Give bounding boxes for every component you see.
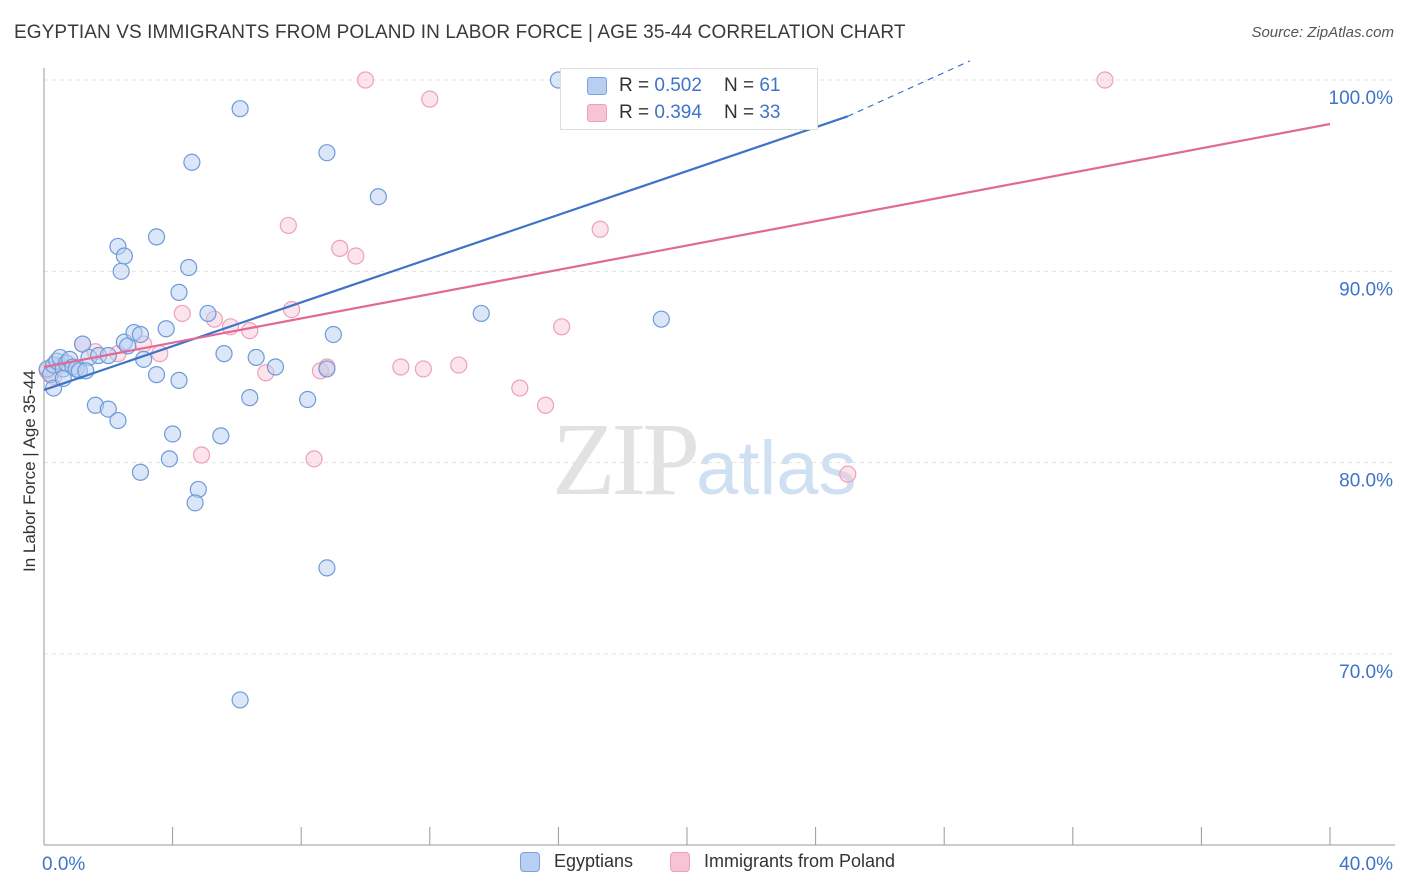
point-egyptians xyxy=(99,400,117,418)
point-poland xyxy=(173,304,191,323)
point-egyptians xyxy=(170,283,188,301)
point-egyptians xyxy=(318,559,336,577)
legend-n-value: 61 xyxy=(759,75,781,96)
point-poland xyxy=(347,247,365,265)
y-tick-label: 80.0% xyxy=(1339,471,1393,492)
y-axis-label-wrap: In Labor Force | Age 35-44 xyxy=(20,370,40,582)
point-egyptians xyxy=(241,389,259,407)
point-egyptians xyxy=(215,345,233,363)
x-tick-label-max: 40.0% xyxy=(1339,854,1393,875)
source-label: Source: ZipAtlas.com xyxy=(1251,24,1394,41)
chart-title: EGYPTIAN VS IMMIGRANTS FROM POLAND IN LA… xyxy=(14,22,906,43)
point-egyptians xyxy=(324,325,342,344)
point-egyptians xyxy=(157,320,175,338)
trend-poland xyxy=(43,122,1331,369)
tick-labels: 100.0% 90.0% 80.0% 70.0% 0.0% 40.0% xyxy=(42,88,1393,875)
legend: R = 0.502 N = 61 R = 0.394 N = 33 xyxy=(560,68,818,130)
watermark-atlas: atlas xyxy=(696,426,857,511)
axes xyxy=(43,68,1395,846)
point-poland xyxy=(450,356,468,374)
legend-r-label: R = xyxy=(619,102,650,123)
point-egyptians xyxy=(164,425,182,443)
trend-egyptians-extension xyxy=(847,60,971,117)
point-poland xyxy=(241,322,259,340)
x-tick-label-min: 0.0% xyxy=(42,854,85,875)
point-egyptians xyxy=(299,390,317,409)
point-poland xyxy=(511,379,529,397)
point-egyptians xyxy=(212,427,230,445)
bottom-legend-swatch-egyptians xyxy=(520,851,540,872)
point-poland xyxy=(414,360,432,378)
bottom-legend-egyptians[interactable]: Egyptians xyxy=(520,851,633,872)
point-egyptians xyxy=(231,100,249,118)
legend-r-label: R = xyxy=(619,75,650,96)
trend-egyptians xyxy=(43,115,849,392)
y-tick-label: 100.0% xyxy=(1329,88,1394,109)
point-poland xyxy=(282,301,301,319)
point-poland xyxy=(331,239,349,257)
point-poland xyxy=(591,220,609,238)
point-poland xyxy=(553,318,571,336)
point-egyptians xyxy=(131,463,150,481)
y-tick-label: 90.0% xyxy=(1339,279,1393,300)
point-egyptians xyxy=(170,371,188,389)
point-poland xyxy=(421,90,439,108)
point-egyptians xyxy=(109,411,127,430)
legend-row-poland: R = 0.394 N = 33 xyxy=(561,100,780,126)
point-poland xyxy=(192,446,211,464)
point-egyptians xyxy=(183,153,201,171)
bottom-legend-label-egyptians: Egyptians xyxy=(554,851,634,871)
point-egyptians xyxy=(199,304,217,323)
legend-n-value: 33 xyxy=(759,102,781,123)
point-egyptians xyxy=(318,144,336,162)
bottom-legend-poland[interactable]: Immigrants from Poland xyxy=(670,851,895,872)
legend-r-value: 0.394 xyxy=(654,102,702,123)
legend-n-label: N = xyxy=(723,75,755,96)
point-poland xyxy=(392,358,410,376)
point-egyptians xyxy=(247,348,265,367)
point-poland xyxy=(305,450,323,468)
trend-lines xyxy=(43,60,1331,392)
series-poland-points xyxy=(38,71,1114,483)
point-egyptians xyxy=(147,228,166,246)
bottom-legend-label-poland: Immigrants from Poland xyxy=(704,851,896,871)
point-egyptians xyxy=(112,262,130,280)
watermark-zip: ZIP xyxy=(552,402,700,517)
point-egyptians xyxy=(318,360,336,378)
point-poland xyxy=(536,396,555,414)
point-egyptians xyxy=(115,247,133,265)
point-egyptians xyxy=(472,304,490,323)
point-poland xyxy=(279,216,297,235)
point-poland xyxy=(839,465,857,483)
y-axis-label: In Labor Force | Age 35-44 xyxy=(20,370,39,572)
y-tick-label: 70.0% xyxy=(1339,662,1393,683)
bottom-legend: Egyptians Immigrants from Poland xyxy=(0,851,1406,877)
legend-r-value: 0.502 xyxy=(654,75,702,96)
legend-swatch-poland xyxy=(587,104,607,122)
point-egyptians xyxy=(652,310,670,328)
point-egyptians xyxy=(186,494,204,512)
point-egyptians xyxy=(160,450,178,468)
point-egyptians xyxy=(180,258,198,277)
grid-lines xyxy=(44,79,1395,655)
point-egyptians xyxy=(131,325,150,344)
legend-swatch-egyptians xyxy=(587,77,607,95)
point-poland xyxy=(1096,71,1114,89)
point-poland xyxy=(356,71,375,89)
legend-row-egyptians: R = 0.502 N = 61 xyxy=(561,73,780,99)
watermark: ZIPatlas xyxy=(552,400,857,519)
bottom-legend-swatch-poland xyxy=(670,851,690,872)
point-egyptians xyxy=(369,188,387,206)
point-egyptians xyxy=(266,358,285,376)
point-egyptians xyxy=(147,366,166,384)
point-egyptians xyxy=(231,691,249,709)
legend-n-label: N = xyxy=(723,102,755,123)
series-egyptians-points xyxy=(38,71,780,709)
